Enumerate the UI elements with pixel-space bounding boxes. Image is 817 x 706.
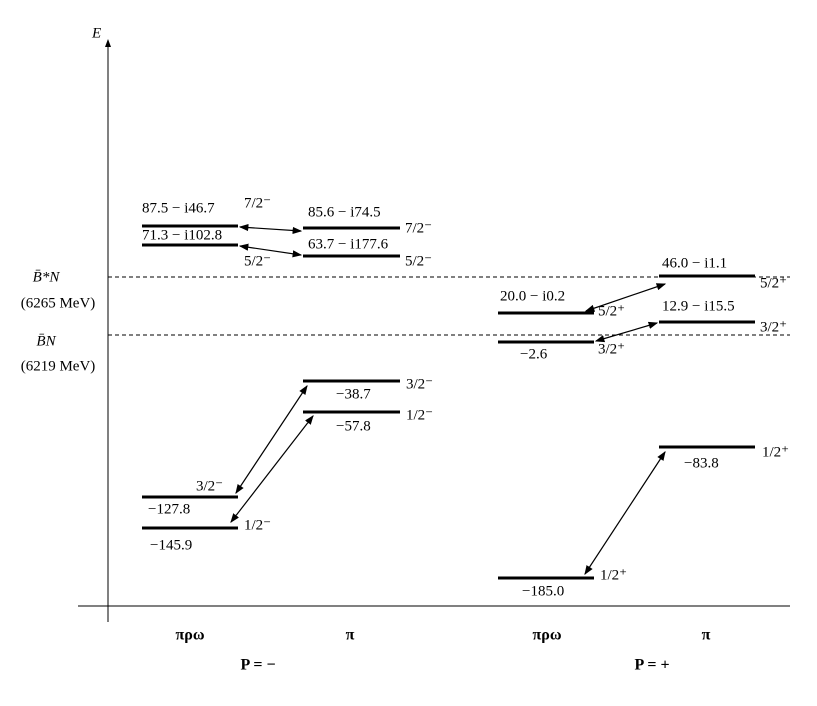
level-value: −145.9: [150, 537, 192, 553]
axis-label: E: [91, 25, 101, 41]
level-spin: 1/2⁺: [600, 567, 627, 583]
level-value: 87.5 − i46.7: [142, 200, 215, 216]
group-label: P = +: [634, 657, 669, 674]
level-value: −127.8: [148, 501, 190, 517]
level-spin: 1/2⁺: [762, 444, 789, 460]
level-spin: 1/2⁻: [244, 517, 271, 533]
column-label: π: [346, 627, 355, 644]
level-value: 46.0 − i1.1: [662, 255, 727, 271]
level-spin: 3/2⁺: [760, 319, 787, 335]
threshold-energy: (6265 MeV): [21, 295, 96, 311]
level-value: 63.7 − i177.6: [308, 236, 389, 252]
arrow: [238, 243, 303, 258]
level-spin: 3/2⁺: [598, 341, 625, 357]
level-value: −185.0: [522, 583, 564, 599]
arrow: [235, 385, 308, 494]
level-spin: 5/2⁻: [405, 253, 432, 269]
arrow: [584, 283, 667, 312]
threshold-energy: (6219 MeV): [21, 358, 96, 374]
arrow: [594, 321, 659, 343]
level-value: 85.6 − i74.5: [308, 204, 381, 220]
level-value: 71.3 − i102.8: [142, 227, 222, 243]
level-value: 20.0 − i0.2: [500, 288, 565, 304]
level-value: −57.8: [336, 418, 371, 434]
level-spin: 3/2⁻: [406, 376, 433, 392]
threshold-label: B̄N: [36, 333, 56, 349]
level-value: 12.9 − i15.5: [662, 298, 735, 314]
column-label: π: [702, 627, 711, 644]
level-value: −83.8: [684, 455, 719, 471]
arrows: [230, 223, 667, 576]
arrow: [238, 223, 303, 235]
level-spin: 5/2⁻: [244, 253, 271, 269]
level-spin: 3/2⁻: [196, 478, 223, 494]
threshold-label: B̄*N: [33, 269, 61, 285]
level-value: −2.6: [520, 346, 548, 362]
arrow: [230, 415, 314, 523]
level-value: −38.7: [336, 386, 371, 402]
column-label: πρω: [532, 627, 561, 644]
level-spin: 5/2⁺: [598, 303, 625, 319]
level-spin: 7/2⁻: [244, 195, 271, 211]
level-spin: 1/2⁻: [406, 407, 433, 423]
group-label: P = −: [240, 657, 275, 674]
level-spin: 7/2⁻: [405, 220, 432, 236]
column-label: πρω: [175, 627, 204, 644]
level-spin: 5/2⁺: [760, 275, 787, 291]
arrow: [584, 450, 666, 576]
